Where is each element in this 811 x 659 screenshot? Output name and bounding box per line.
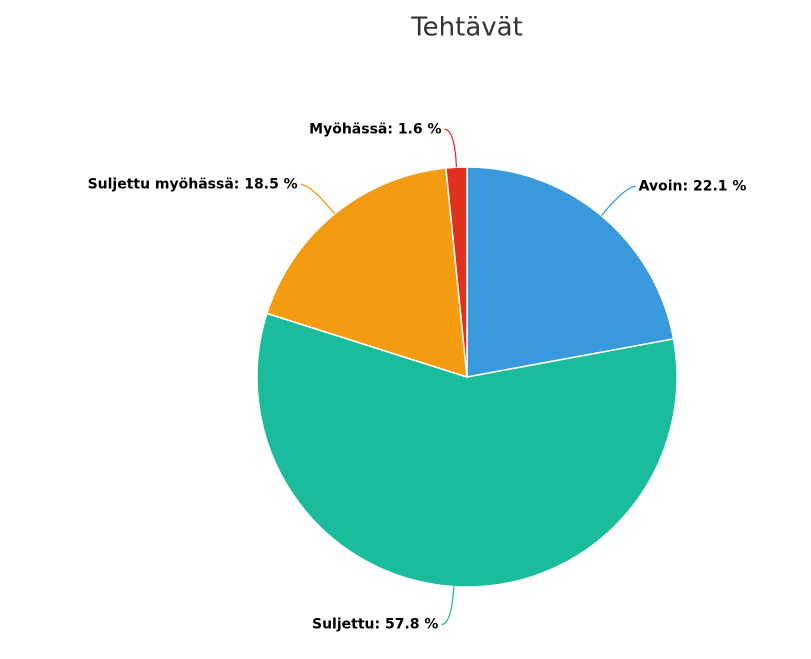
data-label: Avoin: 22.1 % <box>639 178 747 194</box>
label-connector <box>444 128 458 168</box>
data-label: Myöhässä: 1.6 % <box>309 121 441 137</box>
data-label: Suljettu: 57.8 % <box>312 617 438 633</box>
label-connector <box>600 185 636 217</box>
chart-title: Tehtävät <box>410 13 523 43</box>
label-connector <box>441 586 455 626</box>
label-connector <box>300 183 336 215</box>
pie-slice <box>265 167 468 379</box>
data-label: Suljettu myöhässä: 18.5 % <box>88 176 298 192</box>
pie-slice <box>466 166 675 378</box>
